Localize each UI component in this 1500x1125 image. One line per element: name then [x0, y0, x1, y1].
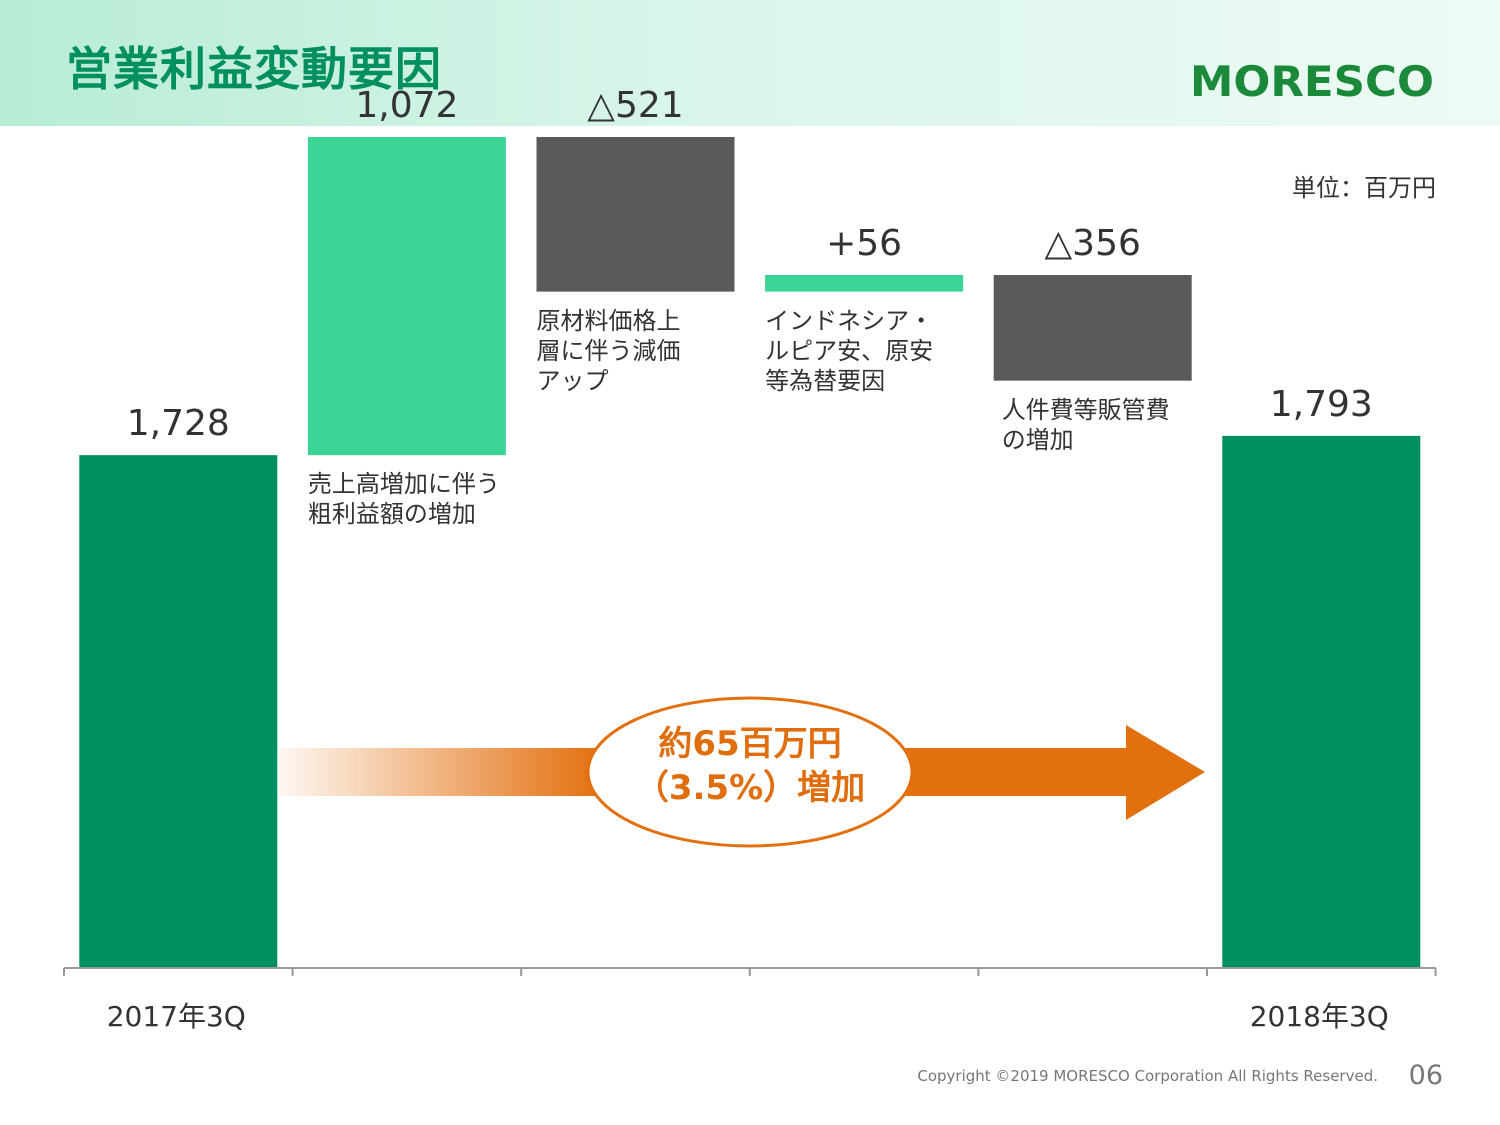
annotation-oval — [586, 696, 914, 848]
bar-value-label-5: 1,793 — [1270, 384, 1373, 425]
page-number: 06 — [1408, 1060, 1443, 1091]
unit-label: 単位：百万円 — [1292, 174, 1436, 202]
header-band: 営業利益変動要因 MORESCO — [0, 0, 1500, 126]
bar-1 — [307, 137, 506, 456]
change-annotation: 約65百万円 （3.5%）増加 — [634, 724, 866, 808]
axis-label-5: 2018年3Q — [1250, 1000, 1389, 1033]
bar-note-4: 人件費等販管費 の増加 — [1001, 395, 1170, 454]
bar-3 — [765, 275, 964, 292]
bar-0 — [79, 455, 278, 968]
bar-4 — [993, 275, 1192, 381]
copyright-text: Copyright ©2019 MORESCO Corporation All … — [917, 1067, 1378, 1085]
bar-value-label-1: 1,072 — [355, 85, 458, 126]
increase-arrow — [278, 696, 1205, 848]
svg-text:MORESCO: MORESCO — [1190, 60, 1434, 102]
bar-value-label-4: △356 — [1044, 223, 1140, 264]
bar-note-1: 売上高増加に伴う 粗利益額の増加 — [307, 470, 500, 529]
moresco-logo: MORESCO — [1190, 60, 1434, 102]
bar-value-label-2: △521 — [587, 85, 683, 126]
x-axis — [63, 967, 1437, 976]
bar-value-label-3: +56 — [826, 223, 902, 264]
axis-label-0: 2017年3Q — [107, 1000, 246, 1033]
bar-note-2: 原材料価格上 層に伴う減価 アップ — [536, 306, 681, 395]
bar-value-label-0: 1,728 — [127, 403, 230, 444]
arrow-head — [1126, 725, 1205, 820]
bar-note-3: インドネシア・ ルピア安、原安 等為替要因 — [765, 306, 934, 395]
page-title: 営業利益変動要因 — [66, 42, 442, 96]
bar-2 — [536, 137, 735, 292]
bar-5 — [1222, 435, 1421, 968]
